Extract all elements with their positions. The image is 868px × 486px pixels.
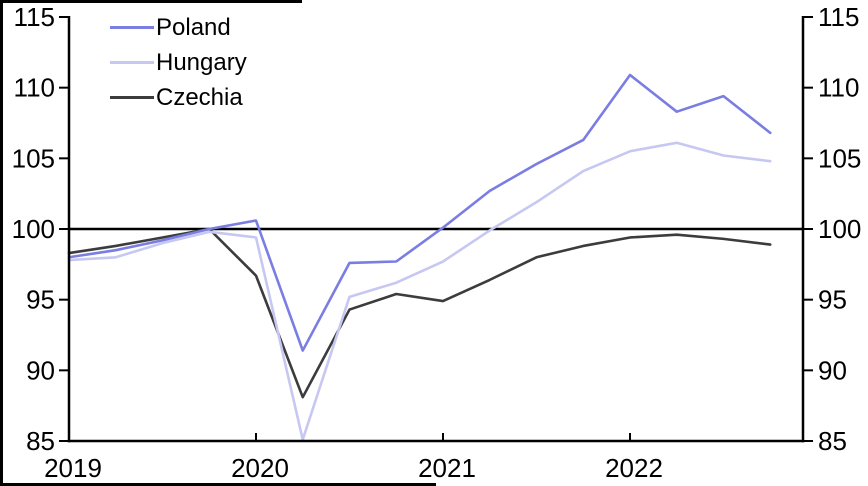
- right-y-tick-label: 85: [818, 426, 847, 456]
- left-y-tick-label: 105: [12, 143, 55, 173]
- x-tick-label: 2020: [231, 453, 289, 483]
- hungary-line-swatch: [110, 61, 154, 64]
- left-y-tick-label: 115: [14, 2, 55, 32]
- left-y-tick-label: 90: [26, 355, 55, 385]
- legend-label-poland: Poland: [156, 13, 231, 41]
- right-y-tick-label: 100: [818, 214, 861, 244]
- legend-item-hungary: Hungary: [110, 45, 247, 80]
- hungary-series-line: [67, 141, 772, 441]
- x-tick-label: 2022: [605, 453, 663, 483]
- legend-item-czechia: Czechia: [110, 80, 247, 115]
- poland-line-swatch: [110, 26, 154, 29]
- right-y-tick-label: 110: [818, 73, 859, 103]
- image-border-left: [0, 0, 3, 486]
- x-tick-label: 2019: [44, 453, 102, 483]
- right-y-tick-label: 115: [818, 2, 859, 32]
- right-y-tick-label: 90: [818, 355, 847, 385]
- chart-legend: Poland Hungary Czechia: [110, 10, 247, 115]
- legend-label-czechia: Czechia: [156, 83, 243, 111]
- left-y-tick-label: 95: [26, 285, 55, 315]
- image-border-top: [0, 0, 302, 3]
- right-y-tick-label: 105: [818, 143, 861, 173]
- legend-label-hungary: Hungary: [156, 48, 247, 76]
- left-y-tick-label: 100: [12, 214, 55, 244]
- legend-item-poland: Poland: [110, 10, 247, 45]
- czechia-series-line: [67, 227, 772, 399]
- image-border-bottom: [0, 483, 436, 486]
- x-tick-label: 2021: [418, 453, 476, 483]
- right-y-tick-label: 95: [818, 285, 847, 315]
- poland-series-line: [67, 73, 772, 352]
- czechia-line-swatch: [110, 96, 154, 99]
- left-y-tick-label: 85: [26, 426, 55, 456]
- left-y-tick-label: 110: [14, 73, 55, 103]
